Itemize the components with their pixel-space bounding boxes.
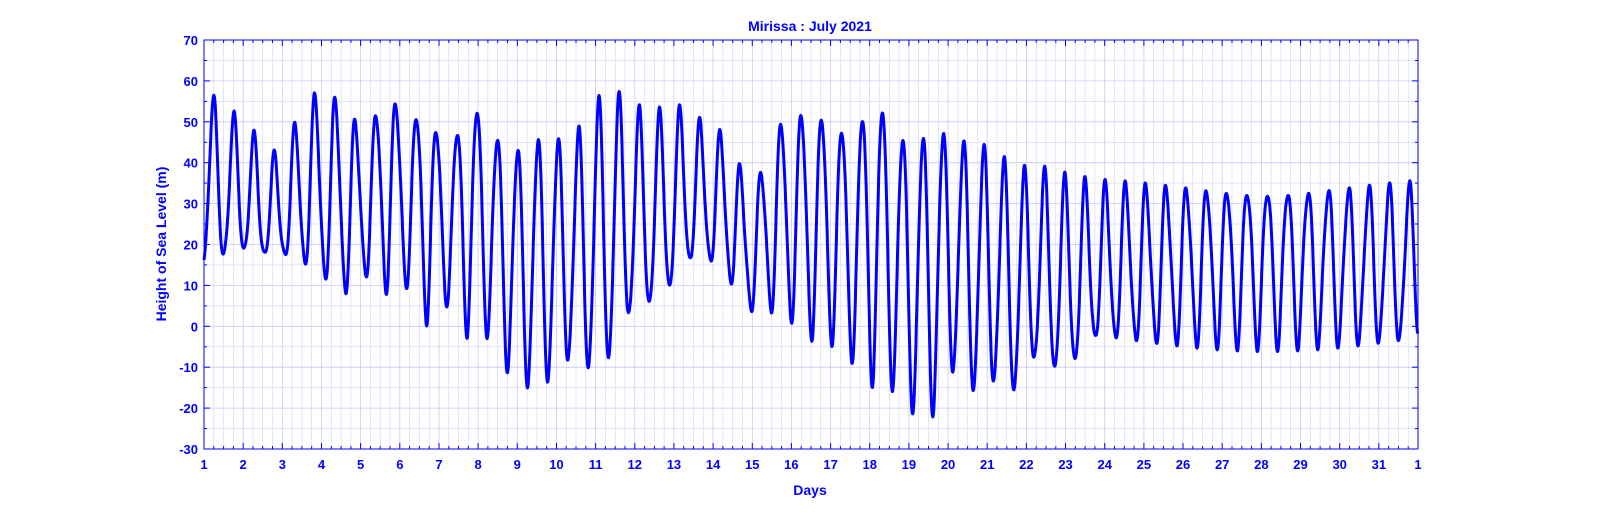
x-tick-labels: 1 2 3 4 5 6 7 8 9 10 11 12 13 14 15 16 17 18 19 20 21 22 23 24 2… — [200, 457, 1421, 472]
y-tick-label: -30 — [179, 442, 198, 457]
y-axis-label: Height of Sea Level (m) — [153, 167, 169, 322]
x-tick-label: 30 — [1332, 457, 1346, 472]
sea-level-series — [202, 90, 1420, 419]
x-tick-label: 16 — [784, 457, 798, 472]
x-tick-label: 27 — [1215, 457, 1229, 472]
x-tick-label: 14 — [706, 457, 721, 472]
y-tick-label: 0 — [191, 319, 198, 334]
x-tick-label: 12 — [628, 457, 642, 472]
x-tick-label: 26 — [1176, 457, 1190, 472]
x-tick-label: 19 — [902, 457, 916, 472]
y-tick-label: -10 — [179, 360, 198, 375]
x-tick-label: 8 — [475, 457, 482, 472]
y-tick-label: 10 — [184, 278, 198, 293]
y-tick-label: 50 — [184, 115, 198, 130]
chart-title: Mirissa : July 2021 — [748, 18, 872, 34]
x-tick-label: 25 — [1137, 457, 1151, 472]
x-tick-label: 23 — [1058, 457, 1072, 472]
x-tick-label: 3 — [279, 457, 286, 472]
x-tick-label: 18 — [863, 457, 877, 472]
y-tick-labels: -30 -20 -10 0 10 20 30 40 50 60 70 — [179, 33, 198, 457]
grid-lines — [203, 39, 1419, 450]
x-tick-label: 4 — [318, 457, 326, 472]
x-axis-label: Days — [793, 482, 827, 498]
x-tick-label: 31 — [1372, 457, 1386, 472]
x-tick-label: 2 — [240, 457, 247, 472]
x-tick-label: 28 — [1254, 457, 1268, 472]
x-tick-label: 11 — [589, 457, 603, 472]
x-tick-label: 13 — [667, 457, 681, 472]
y-tick-label: -20 — [179, 401, 198, 416]
x-tick-label: 1 — [1414, 457, 1421, 472]
axis-ticks — [203, 39, 1419, 450]
y-tick-label: 20 — [184, 238, 198, 253]
x-tick-label: 6 — [396, 457, 403, 472]
y-tick-label: 70 — [184, 33, 198, 48]
x-tick-label: 29 — [1293, 457, 1307, 472]
x-tick-label: 20 — [941, 457, 955, 472]
y-tick-label: 60 — [184, 74, 198, 89]
x-tick-label: 21 — [980, 457, 994, 472]
x-tick-label: 15 — [745, 457, 759, 472]
x-tick-label: 7 — [435, 457, 442, 472]
x-tick-label: 22 — [1019, 457, 1033, 472]
x-tick-label: 24 — [1097, 457, 1112, 472]
x-tick-label: 1 — [200, 457, 207, 472]
y-tick-label: 40 — [184, 156, 198, 171]
x-tick-label: 10 — [549, 457, 563, 472]
x-tick-label: 9 — [514, 457, 521, 472]
x-tick-label: 5 — [357, 457, 364, 472]
sea-level-line — [202, 90, 1420, 419]
x-tick-label: 17 — [823, 457, 837, 472]
y-tick-label: 30 — [184, 197, 198, 212]
